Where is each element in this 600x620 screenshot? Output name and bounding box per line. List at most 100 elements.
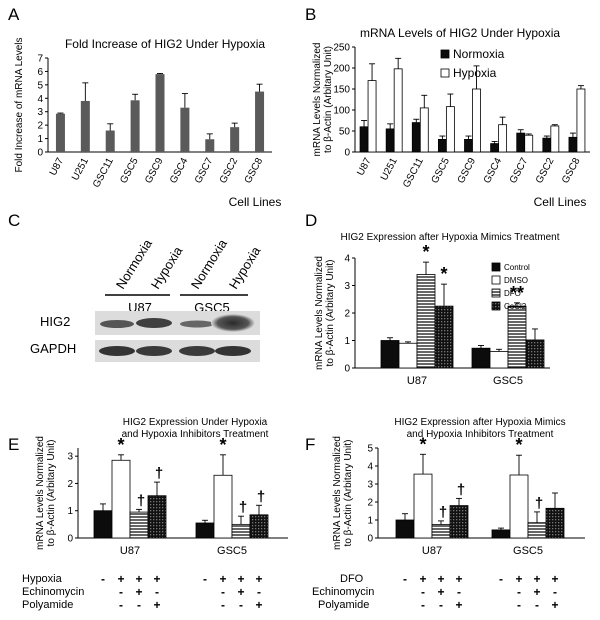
x-tick-label: U251 xyxy=(379,156,400,183)
bar xyxy=(489,351,509,369)
chart-title: HIG2 Expression Under Hypoxia xyxy=(123,417,268,428)
bar xyxy=(472,88,481,153)
bar xyxy=(490,143,500,153)
blot-col-label: Hypoxia xyxy=(226,243,264,291)
treatment-sign: - xyxy=(155,585,159,599)
panel-a-chart: 0 1 2 3 4 5 6 7 Fold Increase of HIG2 Under Hypo… xyxy=(14,37,281,209)
chart-title: mRNA Levels of HIG2 Under Hypoxia xyxy=(360,26,560,40)
blot-band xyxy=(211,314,255,332)
treatment-sign: - xyxy=(221,598,225,612)
bar xyxy=(195,522,215,539)
legend-label: Hypoxia xyxy=(453,66,497,80)
bar xyxy=(498,124,508,153)
y-tick-label: 2 xyxy=(67,479,73,490)
panel-f-chart: 0 1 2 3 4 5 HIG2 Expression after Hypoxia Mimi… xyxy=(332,417,585,557)
treatment-sign: - xyxy=(439,598,443,612)
bar xyxy=(516,132,526,153)
blot-band xyxy=(215,346,251,356)
treatment-row-label: Echinomycin xyxy=(22,586,84,598)
bar xyxy=(507,305,527,369)
y-tick-label: 250 xyxy=(333,43,350,54)
bar xyxy=(413,473,433,539)
treatment-sign: - xyxy=(535,598,539,612)
treatment-sign: + xyxy=(455,572,462,586)
y-tick-label: 5 xyxy=(37,80,43,91)
y-tick-label: 50 xyxy=(339,127,351,138)
y-axis-label: mRNA Levels Normalized xyxy=(314,256,325,370)
blot-row-label: GAPDH xyxy=(30,341,76,356)
x-tick-label: GSC11 xyxy=(401,156,426,190)
chart-title: Fold Increase of HIG2 Under Hypoxia xyxy=(65,37,265,51)
bar xyxy=(576,88,586,153)
treatment-sign: - xyxy=(119,585,123,599)
y-tick-label: 3 xyxy=(367,480,373,491)
treatment-sign: + xyxy=(237,585,244,599)
blot-band xyxy=(99,346,135,356)
treatment-sign: - xyxy=(517,585,521,599)
legend-label: DMSO xyxy=(504,276,528,285)
bar xyxy=(550,125,560,153)
treatment-sign: + xyxy=(117,572,124,586)
y-tick-label: 200 xyxy=(333,64,350,75)
significance-marker: † xyxy=(239,499,247,516)
treatment-signs: - + + + - + + +- + - - + -- - + - - + xyxy=(403,572,559,612)
y-axis-label: to β-Actin (Arbitary Unit) xyxy=(325,260,336,367)
bar xyxy=(525,339,545,369)
x-tick-label: GSC8 xyxy=(560,156,583,186)
significance-marker: * xyxy=(515,435,522,455)
treatment-sign: + xyxy=(135,585,142,599)
bar xyxy=(431,524,451,539)
panel-letter-d: D xyxy=(305,211,317,230)
chart-title: HIG2 Expression after Hypoxia Mimics Tre… xyxy=(341,232,560,243)
panel-e-treatment-table: Hypoxia Echinomycin Polyamide xyxy=(22,573,84,611)
bar xyxy=(380,340,400,369)
bar xyxy=(93,510,113,539)
y-tick-label: 2 xyxy=(367,498,373,509)
y-tick-label: 6 xyxy=(37,67,43,78)
x-tick-label: U87 xyxy=(48,156,67,178)
treatment-sign: - xyxy=(421,598,425,612)
x-tick-label: GSC5 xyxy=(430,156,453,186)
bar xyxy=(230,127,240,152)
treatment-row-label: Echinomycin xyxy=(312,586,374,598)
bar xyxy=(80,100,90,152)
bar xyxy=(445,106,455,153)
bar xyxy=(155,74,165,152)
panel-letter-b: B xyxy=(305,5,316,24)
bar xyxy=(491,529,511,539)
bar xyxy=(393,68,403,153)
significance-marker: * xyxy=(440,264,447,284)
panel-letter-e: E xyxy=(8,435,19,454)
legend-label: CoCl2 xyxy=(504,302,527,311)
bar xyxy=(527,522,547,539)
x-tick-label: GSC5 xyxy=(493,375,523,387)
x-tick-label: U87 xyxy=(422,545,442,557)
significance-marker: † xyxy=(257,488,265,505)
y-tick-label: 4 xyxy=(344,254,350,265)
legend-swatch xyxy=(440,68,450,78)
treatment-sign: + xyxy=(255,598,262,612)
bar xyxy=(255,91,265,152)
bar xyxy=(419,107,429,153)
bar xyxy=(449,505,469,539)
bar xyxy=(524,134,534,153)
x-tick-label: GSC5 xyxy=(513,545,543,557)
y-axis-label: mRNA Levels Normalized xyxy=(332,436,343,550)
blot-band xyxy=(136,318,172,328)
blot-col-label: Hypoxia xyxy=(148,243,186,291)
treatment-sign: - xyxy=(221,585,225,599)
bar xyxy=(205,139,215,152)
x-tick-label: U87 xyxy=(355,156,374,178)
y-tick-label: 4 xyxy=(37,94,43,105)
y-tick-label: 100 xyxy=(333,106,350,117)
x-tick-label: U251 xyxy=(70,156,91,183)
y-tick-label: 150 xyxy=(333,85,350,96)
blot-band xyxy=(100,320,134,328)
y-tick-label: 1 xyxy=(367,516,373,527)
treatment-sign: + xyxy=(551,572,558,586)
treatment-sign: + xyxy=(515,572,522,586)
x-tick-label: GSC5 xyxy=(217,545,247,557)
y-axis-label: to β-Actin (Arbitary Unit) xyxy=(46,440,57,547)
treatment-sign: - xyxy=(137,598,141,612)
